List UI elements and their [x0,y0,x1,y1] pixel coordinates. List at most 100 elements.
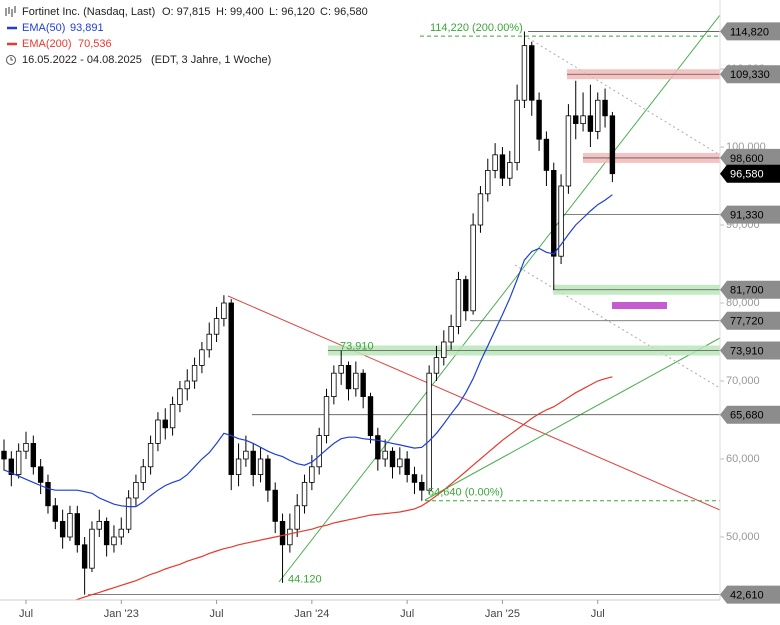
fib-label: 54,640 (0.00%) [428,487,503,499]
quote: H: 99,400 [216,6,264,18]
x-tick-label: Jan '23 [104,608,139,620]
candle-body [89,528,95,569]
candle-body [492,154,498,171]
level-box [720,311,780,330]
candle-body [23,442,29,452]
pivot-label: 44.120 [288,574,322,586]
candle-body [331,372,337,397]
candle-body [470,224,476,312]
candle-body [1,450,7,460]
trend-line [424,337,720,501]
candle-body [221,302,227,320]
range-note: (EDT, 3 Jahre, 1 Woche) [151,54,271,66]
candle-body [52,505,59,522]
candle-body [448,326,454,343]
candle-body [67,513,73,538]
x-tick-label: Jul [19,608,33,620]
level-box [720,148,780,167]
candle-body [558,185,564,257]
candle-body [573,115,579,125]
candle-body [580,115,586,125]
trend-line [514,264,720,389]
candle-body [228,302,234,475]
quote: C: 96,580 [320,6,368,18]
candle-body [250,450,256,475]
level-label: 98,600 [730,153,764,165]
level-box [720,405,780,424]
candle-body [199,349,205,366]
candle-body [345,364,352,390]
level-label: 91,330 [730,210,764,222]
candle-body [133,481,139,499]
candle-body [15,450,22,475]
candle-body [294,505,300,530]
level-label: 81,700 [730,285,764,297]
candle-body [433,357,440,374]
candle-body [609,115,616,175]
x-tick-label: Jul [400,608,414,620]
candle-body [426,372,432,491]
level-label: 42,610 [730,590,764,602]
candle-body [323,396,330,436]
level-label: 96,580 [730,169,764,181]
legend-label: EMA(200) [22,38,72,50]
candle-body [543,138,550,171]
legend-value: 70,536 [78,38,112,50]
range: 16.05.2022 - 04.08.2025 [22,54,142,66]
candle-body [514,99,520,164]
x-tick-label: Jul [210,608,224,620]
candle-body [419,481,425,491]
x-tick-label: Jan '24 [294,608,329,620]
candle-body [477,193,484,226]
candle-body [81,544,88,569]
candle-body [411,474,418,483]
y-tick-label: 50,000 [726,531,760,543]
candle-body [367,396,374,436]
quote: L: 96,120 [269,6,315,18]
candle-body [59,520,66,538]
candle-body [169,403,176,429]
candle-body [316,435,322,468]
candle-body [529,45,535,101]
candle-body [162,419,168,429]
candle-body [74,513,80,546]
candle-body [235,458,242,475]
candle-body [565,115,572,187]
level-label: 65,680 [730,410,764,422]
candle-body [301,481,308,507]
y-tick-label: 60,000 [726,453,760,465]
x-tick-label: Jan '25 [485,608,520,620]
candle-body [404,458,410,475]
candle-body [397,458,403,468]
candle-body [360,372,366,397]
candle-body [272,489,278,522]
level-box [720,280,780,299]
candle-body [155,419,161,444]
pivot-label: 73,910 [340,340,374,352]
candle-body [507,162,513,179]
candle-body [177,388,183,405]
trend-line [527,37,720,156]
clock-icon [6,55,16,65]
title: Fortinet Inc. (Nasdaq, Last) [22,6,155,18]
candle-body [389,450,396,468]
fib-label: 114,220 (200.00%) [430,22,523,34]
level-box [720,22,780,41]
candle-body [103,520,110,546]
trend-line [227,295,720,511]
level-box [720,585,780,604]
candle-body [279,520,286,546]
candle-body [243,450,249,460]
ema-line [3,194,613,508]
legend: Fortinet Inc. (Nasdaq, Last) O: 97,815 H… [5,6,368,66]
candle-body [125,497,132,530]
quote: O: 97,815 [162,6,210,18]
candle-body [265,458,271,491]
level-label: 77,720 [730,316,764,328]
trend-line [278,14,720,583]
marker-bar [612,302,667,309]
candle-body [455,279,462,327]
candle-body [191,364,198,382]
candle-body [587,115,594,132]
